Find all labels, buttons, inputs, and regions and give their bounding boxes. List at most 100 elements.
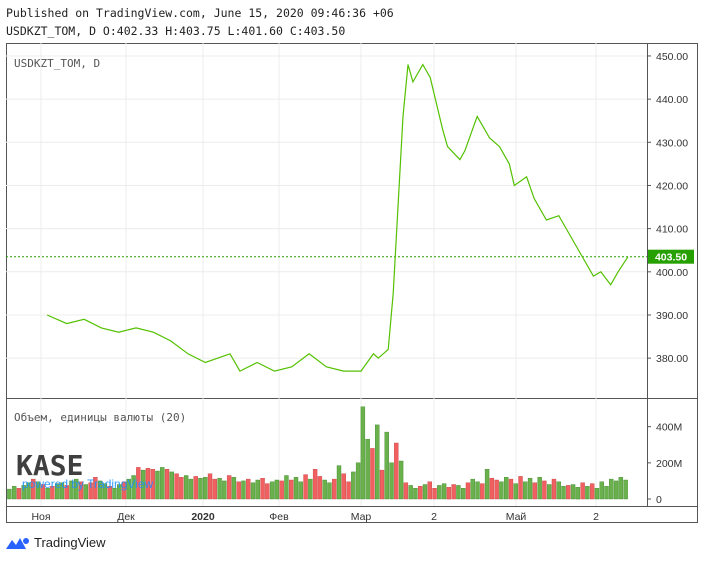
volume-bar: [341, 473, 346, 500]
volume-bar: [484, 469, 490, 500]
time-tick-label: 2020: [191, 511, 215, 523]
volume-bar: [241, 480, 246, 500]
price-tick-labels: 380.00 390.00 400.00 410.00 420.00 430.00 440.…: [647, 51, 688, 365]
symbol-legend: USDKZT_TOM, D: [14, 57, 100, 70]
volume-bars: [7, 406, 628, 500]
volume-bar: [379, 469, 385, 500]
volume-bar: [312, 469, 318, 500]
volume-bar: [107, 486, 112, 500]
volume-bar: [35, 481, 41, 500]
footer[interactable]: TradingView: [6, 535, 106, 550]
volume-bar: [222, 480, 227, 500]
kase-watermark: KASE powered by TradingView: [16, 449, 154, 491]
volume-bar: [322, 479, 327, 500]
volume-bar: [355, 462, 361, 500]
volume-tick-labels: 0 200M 400M: [647, 422, 682, 506]
volume-bar: [231, 477, 237, 500]
volume-bar: [174, 473, 179, 500]
volume-bar: [461, 488, 466, 500]
volume-bar: [465, 482, 471, 500]
volume-bar: [11, 486, 17, 500]
volume-bar: [580, 482, 585, 500]
volume-bar: [456, 485, 461, 500]
volume-bar: [566, 485, 571, 500]
price-tick-label: 400.00: [656, 267, 688, 279]
volume-bar: [236, 481, 241, 500]
volume-bar: [585, 486, 590, 500]
volume-bar: [59, 482, 65, 500]
volume-bar: [427, 481, 432, 500]
volume-bar: [604, 486, 609, 500]
volume-bar: [470, 478, 475, 500]
volume-legend: Объем, единицы валюты (20): [14, 411, 186, 424]
volume-bar: [494, 479, 499, 500]
volume-bar: [370, 448, 375, 500]
volume-bar: [413, 488, 418, 500]
time-tick-labels: Ноя Дек 2020 Фев Мар 2 Май 2: [31, 511, 599, 523]
volume-bar: [164, 469, 170, 500]
volume-tick-label: 200M: [656, 458, 682, 470]
volume-bar: [179, 477, 184, 500]
volume-bar: [475, 481, 480, 500]
price-tick-label: 420.00: [656, 180, 688, 192]
volume-bar: [31, 478, 36, 500]
volume-bar: [160, 467, 165, 500]
volume-bar: [537, 477, 542, 500]
time-tick-label: 2: [593, 511, 599, 523]
volume-tick-label: 0: [656, 494, 662, 506]
volume-bar: [183, 475, 189, 500]
volume-bar: [64, 485, 69, 500]
chart-border: [6, 43, 698, 523]
price-tick-label: 390.00: [656, 310, 688, 322]
volume-bar: [375, 424, 380, 500]
time-tick-label: Май: [506, 511, 527, 523]
tradingview-brand: TradingView: [34, 535, 106, 550]
volume-bar: [150, 469, 155, 500]
volume-bar: [532, 482, 538, 500]
volume-bar: [351, 471, 356, 500]
volume-bar: [260, 478, 265, 500]
volume-bar: [269, 481, 275, 500]
volume-bar: [613, 480, 619, 500]
tradingview-logo-icon: [6, 537, 29, 549]
volume-bar: [284, 475, 289, 500]
volume-bar: [21, 485, 26, 500]
volume-bar: [246, 478, 251, 500]
volume-bar: [489, 478, 495, 500]
volume-bar: [212, 478, 217, 500]
volume-bar: [570, 484, 576, 500]
volume-bar: [298, 481, 303, 500]
volume-bar: [126, 478, 131, 500]
powered-by-text: powered by TradingView: [22, 477, 154, 491]
volume-bar: [317, 476, 323, 500]
ohlc-line: USDKZT_TOM, D O:402.33 H:403.75 L:401.60…: [6, 24, 346, 38]
last-price-badge: [648, 249, 694, 264]
volume-bar: [332, 478, 337, 500]
volume-bar: [40, 484, 46, 500]
volume-bar: [527, 478, 533, 500]
volume-bar: [422, 484, 428, 500]
volume-bar: [7, 488, 12, 500]
volume-bar: [265, 483, 270, 500]
volume-bar: [513, 483, 518, 500]
volume-bar: [618, 477, 624, 500]
volume-bar: [508, 478, 514, 500]
volume-bar: [441, 483, 447, 500]
volume-bar: [384, 431, 389, 500]
volume-bar: [289, 479, 294, 500]
volume-bar: [556, 481, 561, 500]
chart-frame[interactable]: 380.00 390.00 400.00 410.00 420.00 430.00 440.…: [6, 43, 698, 523]
volume-bar: [145, 468, 151, 500]
volume-bar: [54, 483, 60, 500]
volume-bar: [293, 477, 299, 500]
volume-bar: [451, 484, 456, 500]
kase-logo: KASE: [16, 449, 83, 482]
volume-bar: [188, 478, 194, 500]
volume-bar: [589, 483, 595, 500]
price-tick-label: 440.00: [656, 94, 688, 106]
volume-bar: [121, 481, 127, 500]
volume-bar: [623, 479, 628, 500]
time-tick-label: 2: [431, 511, 437, 523]
time-tick-label: Фев: [269, 511, 289, 523]
price-line: [46, 63, 629, 372]
